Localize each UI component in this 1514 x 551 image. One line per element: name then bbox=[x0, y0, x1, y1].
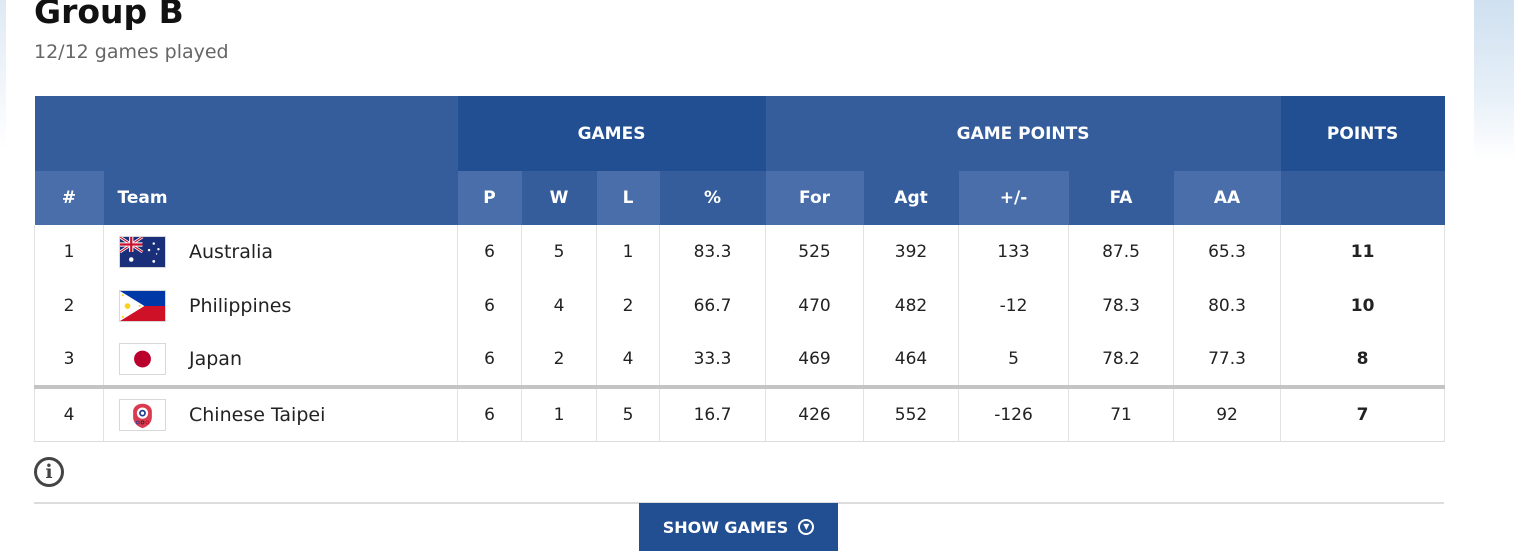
col-points-blank bbox=[1280, 171, 1445, 225]
team-name[interactable]: Chinese Taipei bbox=[189, 403, 326, 426]
against-cell: 464 bbox=[863, 333, 960, 387]
aa-cell: 92 bbox=[1173, 385, 1282, 442]
points-cell: 11 bbox=[1280, 225, 1446, 279]
col-lost: L bbox=[596, 171, 660, 225]
against-cell: 552 bbox=[863, 385, 960, 442]
rank-cell: 4 bbox=[34, 385, 104, 442]
diff-cell: 5 bbox=[958, 333, 1070, 387]
aa-cell: 80.3 bbox=[1173, 279, 1282, 333]
played-cell: 6 bbox=[457, 333, 522, 387]
for-cell: 470 bbox=[765, 279, 865, 333]
team-name[interactable]: Australia bbox=[189, 241, 274, 263]
lost-cell: 5 bbox=[596, 385, 660, 442]
header-game-points: GAME POINTS bbox=[765, 96, 1281, 171]
fa-cell: 78.3 bbox=[1068, 279, 1175, 333]
col-won: W bbox=[521, 171, 597, 225]
fa-cell: 78.2 bbox=[1068, 333, 1175, 387]
chevron-down-circle-icon: ▼ bbox=[798, 519, 815, 535]
team-name[interactable]: Japan bbox=[189, 348, 242, 370]
percent-cell: 66.7 bbox=[658, 279, 767, 333]
chinese-taipei-flag-icon bbox=[119, 398, 166, 431]
fa-cell: 87.5 bbox=[1068, 225, 1175, 279]
header-blank bbox=[34, 96, 458, 171]
games-played-count: 12/12 games played bbox=[34, 41, 229, 63]
header-group-row: GAMES GAME POINTS POINTS bbox=[34, 96, 1445, 171]
points-cell: 8 bbox=[1280, 333, 1446, 387]
header-column-row: # Team P W L % For Agt +/- FA AA bbox=[34, 171, 1445, 225]
japan-flag-icon bbox=[119, 343, 166, 375]
lost-cell: 1 bbox=[596, 225, 660, 279]
points-cell: 10 bbox=[1280, 279, 1446, 333]
col-team: Team bbox=[103, 171, 458, 225]
team-cell[interactable]: Chinese Taipei bbox=[103, 385, 458, 442]
table-row[interactable]: 1 bbox=[34, 225, 1446, 279]
for-cell: 469 bbox=[765, 333, 865, 387]
col-for: For bbox=[765, 171, 864, 225]
background-decoration bbox=[1474, 0, 1514, 160]
diff-cell: 133 bbox=[958, 225, 1070, 279]
philippines-flag-icon bbox=[119, 290, 166, 322]
show-games-label: SHOW GAMES bbox=[662, 517, 789, 537]
rank-cell: 2 bbox=[34, 279, 104, 333]
col-played: P bbox=[457, 171, 522, 225]
background-decoration-left bbox=[0, 0, 6, 150]
against-cell: 482 bbox=[863, 279, 960, 333]
against-cell: 392 bbox=[863, 225, 960, 279]
col-against: Agt bbox=[863, 171, 959, 225]
australia-flag-icon bbox=[119, 236, 166, 268]
col-rank: # bbox=[34, 171, 104, 225]
col-fa: FA bbox=[1068, 171, 1174, 225]
won-cell: 1 bbox=[521, 385, 597, 442]
team-cell[interactable]: Philippines bbox=[103, 279, 458, 333]
rank-cell: 1 bbox=[34, 225, 104, 279]
diff-cell: -126 bbox=[958, 385, 1070, 442]
group-title: Group B bbox=[34, 0, 184, 31]
for-cell: 525 bbox=[765, 225, 865, 279]
percent-cell: 83.3 bbox=[658, 225, 767, 279]
info-icon[interactable]: i bbox=[34, 457, 64, 487]
col-aa: AA bbox=[1173, 171, 1281, 225]
header-points: POINTS bbox=[1280, 96, 1445, 171]
aa-cell: 65.3 bbox=[1173, 225, 1282, 279]
fa-cell: 71 bbox=[1068, 385, 1175, 442]
played-cell: 6 bbox=[457, 385, 522, 442]
team-cell[interactable]: Australia bbox=[103, 225, 458, 279]
won-cell: 4 bbox=[521, 279, 597, 333]
points-cell: 7 bbox=[1280, 385, 1446, 442]
aa-cell: 77.3 bbox=[1173, 333, 1282, 387]
col-percent: % bbox=[659, 171, 766, 225]
won-cell: 2 bbox=[521, 333, 597, 387]
table-row[interactable]: 3 Japan 6 2 4 33.3 469 464 5 78.2 77.3 8 bbox=[34, 333, 1446, 387]
show-games-button[interactable]: SHOW GAMES ▼ bbox=[639, 503, 838, 551]
percent-cell: 33.3 bbox=[658, 333, 767, 387]
table-row[interactable]: 2 Philippines 6 4 2 6 bbox=[34, 279, 1446, 333]
played-cell: 6 bbox=[457, 225, 522, 279]
team-cell[interactable]: Japan bbox=[103, 333, 458, 387]
played-cell: 6 bbox=[457, 279, 522, 333]
lost-cell: 2 bbox=[596, 279, 660, 333]
standings-table: GAMES GAME POINTS POINTS # Team P W L % … bbox=[34, 96, 1446, 442]
percent-cell: 16.7 bbox=[658, 385, 767, 442]
won-cell: 5 bbox=[521, 225, 597, 279]
for-cell: 426 bbox=[765, 385, 865, 442]
diff-cell: -12 bbox=[958, 279, 1070, 333]
team-name[interactable]: Philippines bbox=[189, 295, 292, 317]
lost-cell: 4 bbox=[596, 333, 660, 387]
col-diff: +/- bbox=[958, 171, 1069, 225]
table-row[interactable]: 4 Chinese Taipei 6 1 bbox=[34, 385, 1446, 442]
header-games: GAMES bbox=[457, 96, 766, 171]
rank-cell: 3 bbox=[34, 333, 104, 387]
